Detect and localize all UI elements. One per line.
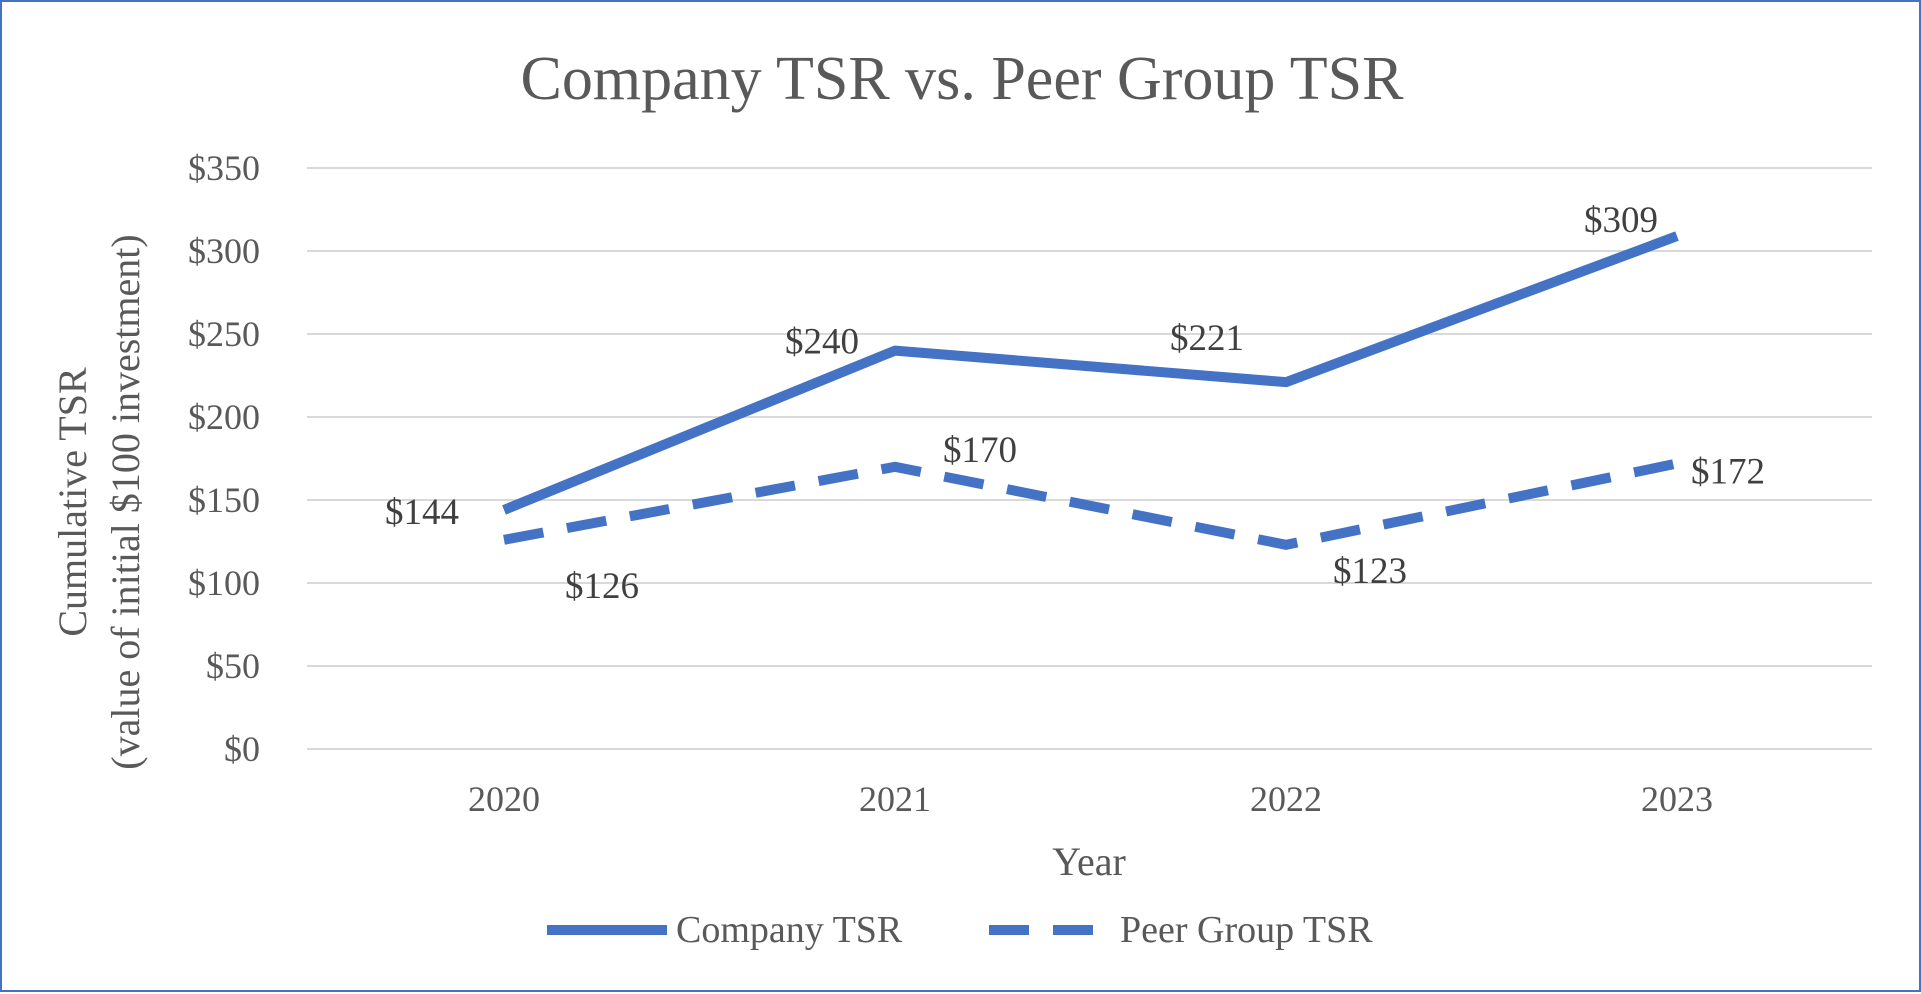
data-label-peer-group-tsr: $170 xyxy=(943,430,1017,471)
gridlines xyxy=(307,167,1872,750)
data-label-company-tsr: $221 xyxy=(1170,318,1244,359)
series-line-company-tsr xyxy=(502,231,1679,515)
y-tick-label: $100 xyxy=(188,563,260,603)
data-label-company-tsr: $309 xyxy=(1584,200,1658,241)
x-axis-ticks: 2020 2021 2022 2023 xyxy=(468,779,1713,819)
y-axis-ticks: $0 $50 $100 $150 $200 $250 $300 $350 xyxy=(188,148,260,769)
data-label-company-tsr: $144 xyxy=(385,492,459,533)
y-tick-label: $200 xyxy=(188,397,260,437)
y-tick-label: $150 xyxy=(188,480,260,520)
data-label-peer-group-tsr: $126 xyxy=(565,566,639,607)
y-axis-title-line-2: (value of initial $100 investment) xyxy=(103,234,148,769)
x-tick-label: 2023 xyxy=(1641,779,1713,819)
data-label-company-tsr: $240 xyxy=(785,322,859,363)
x-tick-label: 2022 xyxy=(1250,779,1322,819)
data-label-peer-group-tsr: $123 xyxy=(1333,551,1407,592)
series-layer xyxy=(502,231,1679,550)
y-tick-label: $350 xyxy=(188,148,260,188)
series-line-peer-group-tsr xyxy=(503,458,1679,550)
chart-title: Company TSR vs. Peer Group TSR xyxy=(521,45,1405,113)
y-tick-label: $0 xyxy=(224,729,260,769)
legend-label-peer-group-tsr: Peer Group TSR xyxy=(1120,909,1373,951)
y-tick-label: $300 xyxy=(188,231,260,271)
legend: Company TSR Peer Group TSR xyxy=(547,909,1373,951)
y-tick-label: $250 xyxy=(188,314,260,354)
x-tick-label: 2020 xyxy=(468,779,540,819)
data-labels: $144 $240 $221 $309 $126 $170 $123 $172 xyxy=(385,200,1765,607)
legend-label-company-tsr: Company TSR xyxy=(676,909,903,951)
data-label-peer-group-tsr: $172 xyxy=(1691,451,1765,492)
y-axis-title-line-1: Cumulative TSR xyxy=(50,367,95,637)
x-tick-label: 2021 xyxy=(859,779,931,819)
y-tick-label: $50 xyxy=(206,646,260,686)
x-axis-title: Year xyxy=(1052,839,1126,884)
